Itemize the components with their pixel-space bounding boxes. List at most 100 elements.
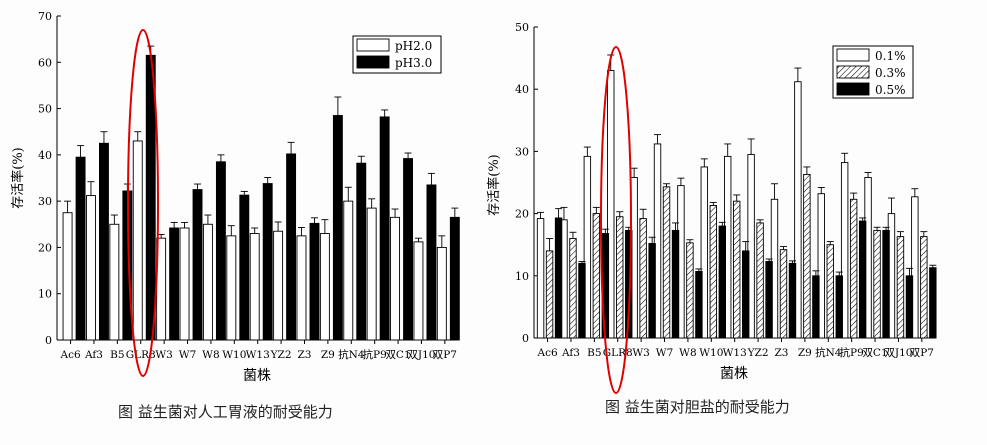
bar (390, 216, 401, 341)
bar (686, 242, 694, 339)
bar (718, 225, 727, 339)
y-axis-title: 存活率(%) (10, 147, 26, 209)
x-tick-label: W7 (179, 349, 196, 361)
bar (733, 200, 741, 339)
bar (215, 161, 226, 341)
x-tick-label: 双P7 (910, 347, 934, 359)
bar (379, 116, 390, 341)
bar (695, 270, 703, 339)
legend-swatch (836, 82, 870, 96)
x-tick-label: W10 (699, 347, 723, 359)
x-tick-label: W3 (632, 347, 649, 359)
bar (202, 223, 213, 341)
x-tick-label: Z3 (774, 347, 788, 359)
bar (239, 194, 250, 341)
x-axis-title: 菌株 (720, 366, 748, 382)
y-tick-label: 50 (38, 103, 52, 116)
bar (226, 235, 237, 341)
bar (179, 227, 190, 341)
legend-label: 0.5% (875, 83, 906, 97)
bar (569, 238, 577, 339)
x-tick-label: Ac6 (536, 347, 557, 359)
bar (109, 223, 120, 341)
bar (332, 115, 343, 341)
x-tick-label: 抗N4 (338, 348, 365, 361)
y-tick-label: 0 (45, 334, 52, 347)
bar (554, 217, 563, 339)
y-tick-label: 50 (515, 21, 529, 34)
bar (709, 205, 718, 339)
bar (929, 267, 937, 339)
y-axis-title: 存活率(%) (486, 154, 502, 216)
bar (145, 54, 156, 341)
legend-label: 0.3% (875, 66, 906, 80)
bar (192, 189, 203, 341)
y-tick-label: 30 (515, 145, 529, 158)
x-tick-label: W8 (202, 349, 219, 361)
x-tick-label: 双J10 (407, 349, 435, 361)
bar (75, 156, 86, 341)
y-tick-label: 40 (515, 83, 529, 96)
bar (296, 235, 307, 341)
y-tick-label: 30 (38, 195, 52, 208)
caption-gastric-juice: 图 益生菌对人工胃液的耐受能力 (118, 403, 333, 421)
x-tick-label: GLR8 (126, 349, 156, 361)
y-tick-label: 20 (515, 208, 529, 221)
bar (812, 275, 820, 339)
bar (343, 200, 354, 341)
bar (449, 216, 460, 341)
bar (756, 222, 764, 339)
bar (648, 243, 656, 339)
bar (882, 229, 890, 339)
x-tick-label: 双P7 (433, 349, 457, 361)
y-tick-label: 0 (522, 332, 529, 345)
bar (436, 246, 447, 341)
bar (920, 236, 928, 339)
x-tick-label: Af3 (561, 347, 580, 359)
bar (273, 230, 284, 341)
bar (803, 173, 811, 339)
bar (662, 186, 671, 339)
y-tick-label: 70 (38, 10, 52, 23)
legend-swatch (356, 38, 390, 52)
legend-label: pH3.0 (395, 56, 432, 70)
bar (309, 222, 320, 341)
bar (788, 262, 797, 339)
bar (671, 229, 680, 339)
x-tick-label: W13 (723, 347, 747, 359)
bar (86, 195, 96, 341)
x-tick-label: 双J10 (884, 347, 912, 359)
x-tick-label: Z9 (798, 347, 812, 359)
x-tick-label: W10 (222, 349, 246, 361)
bar (905, 275, 914, 339)
bar (545, 250, 554, 339)
y-tick-label: 10 (38, 288, 52, 301)
bar (742, 250, 750, 339)
bar (826, 244, 834, 339)
legend-label: pH2.0 (395, 39, 432, 53)
x-tick-label: Z3 (297, 349, 311, 361)
bar (873, 229, 881, 339)
bar (132, 140, 143, 341)
bar (835, 275, 843, 339)
bar (62, 212, 73, 341)
bar (858, 220, 867, 339)
x-tick-label: B5 (587, 347, 601, 359)
y-tick-label: 10 (515, 270, 529, 283)
x-tick-label: B5 (110, 349, 124, 361)
bar (592, 213, 601, 339)
caption-bile-salt: 图 益生菌对胆盐的耐受能力 (605, 398, 790, 416)
x-tick-label: W8 (679, 347, 696, 359)
x-axis-title: 菌株 (243, 368, 271, 384)
x-tick-label: 双C1 (385, 349, 410, 361)
highlight-ellipse (600, 46, 632, 394)
x-tick-label: W13 (246, 349, 270, 361)
x-tick-label: 抗N4 (815, 346, 842, 359)
x-tick-label: W3 (155, 349, 172, 361)
x-tick-label: Z9 (321, 349, 335, 361)
x-tick-label: 抗P9 (840, 346, 864, 359)
legend-swatch (836, 65, 870, 79)
highlight-ellipse (127, 29, 159, 377)
